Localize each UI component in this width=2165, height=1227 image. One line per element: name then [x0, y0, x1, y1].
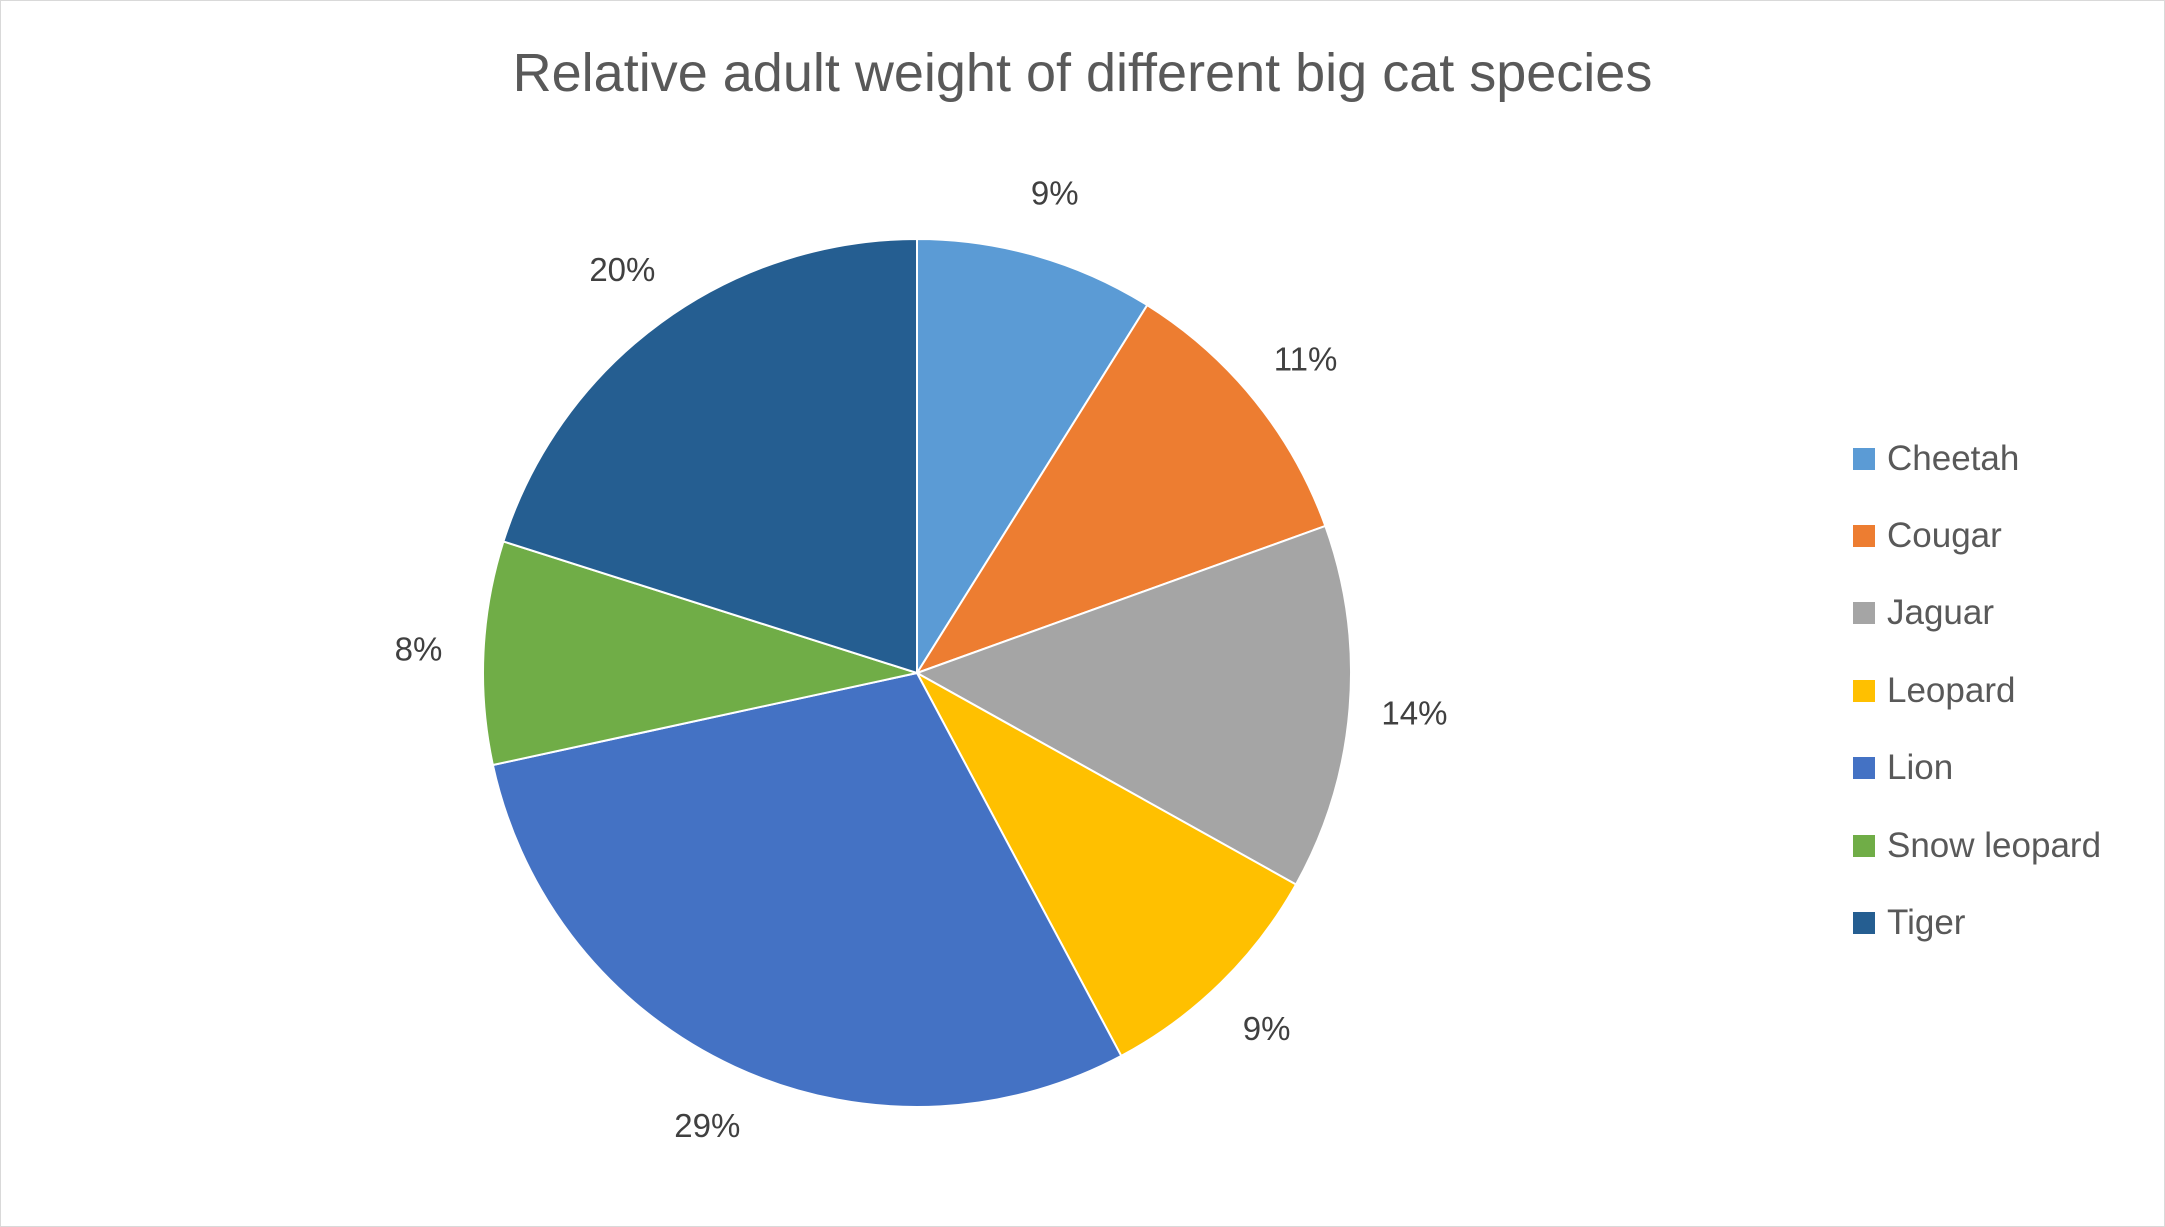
legend-swatch: [1853, 834, 1875, 857]
legend-label: Cheetah: [1887, 438, 2020, 478]
legend-label: Jaguar: [1887, 593, 1995, 633]
legend: Cheetah Cougar Jaguar Leopard Lion Snow leopa…: [1853, 420, 2101, 962]
legend-item: Tiger: [1853, 884, 2101, 961]
pie-slice-cheetah: [916, 237, 1149, 677]
legend-swatch: [1853, 757, 1875, 780]
pie-slice-snow-leopard: [482, 540, 921, 767]
legend-swatch: [1853, 602, 1875, 625]
legend-swatch: [1853, 447, 1875, 470]
data-label: 29%: [674, 1107, 740, 1144]
pie-slice-tiger: [502, 237, 918, 675]
legend-label: Tiger: [1887, 903, 1966, 943]
chart-title: Relative adult weight of different big c…: [512, 43, 1653, 103]
legend-label: Cougar: [1887, 516, 2002, 556]
legend-item: Leopard: [1853, 652, 2101, 729]
pie-slice-lion: [491, 671, 1123, 1108]
pie-slice-jaguar: [914, 524, 1352, 886]
data-label: 14%: [1381, 695, 1447, 732]
legend-item: Jaguar: [1853, 575, 2101, 652]
pie-slice-leopard: [914, 670, 1298, 1058]
legend-label: Lion: [1887, 748, 1954, 788]
legend-item: Snow leopard: [1853, 807, 2101, 884]
data-label: 11%: [1274, 341, 1338, 378]
data-label: 8%: [395, 630, 443, 667]
data-label: 20%: [589, 251, 655, 288]
legend-swatch: [1853, 679, 1875, 702]
legend-item: Cougar: [1853, 497, 2101, 574]
legend-label: Leopard: [1887, 670, 2016, 710]
legend-label: Snow leopard: [1887, 825, 2102, 865]
legend-swatch: [1853, 912, 1875, 935]
legend-item: Cheetah: [1853, 420, 2101, 497]
data-label: 9%: [1031, 174, 1079, 211]
legend-item: Lion: [1853, 730, 2101, 807]
legend-swatch: [1853, 525, 1875, 548]
pie-slice-cougar: [914, 303, 1327, 675]
data-label: 9%: [1243, 1010, 1291, 1047]
